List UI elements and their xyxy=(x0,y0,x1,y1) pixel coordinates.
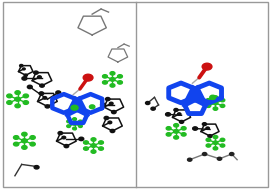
Circle shape xyxy=(43,97,47,99)
Circle shape xyxy=(58,132,63,135)
Circle shape xyxy=(38,76,41,78)
Circle shape xyxy=(34,71,38,74)
Circle shape xyxy=(166,133,171,136)
Circle shape xyxy=(105,98,110,101)
Circle shape xyxy=(213,147,218,150)
Circle shape xyxy=(202,123,207,125)
Circle shape xyxy=(202,153,207,156)
Circle shape xyxy=(110,72,115,75)
Circle shape xyxy=(99,147,104,150)
Circle shape xyxy=(79,120,82,123)
Circle shape xyxy=(213,101,218,105)
Circle shape xyxy=(30,136,35,139)
Circle shape xyxy=(220,144,225,147)
Circle shape xyxy=(34,166,39,169)
Circle shape xyxy=(7,101,12,104)
Circle shape xyxy=(181,127,186,130)
Circle shape xyxy=(210,95,216,99)
Circle shape xyxy=(22,146,27,149)
Circle shape xyxy=(22,132,27,136)
Circle shape xyxy=(104,116,109,120)
Circle shape xyxy=(15,97,21,101)
Circle shape xyxy=(102,75,107,78)
Circle shape xyxy=(15,104,20,108)
Circle shape xyxy=(174,136,179,139)
Circle shape xyxy=(202,63,212,70)
Circle shape xyxy=(112,111,116,114)
Circle shape xyxy=(110,129,115,132)
Circle shape xyxy=(151,107,155,110)
Circle shape xyxy=(110,77,115,81)
Circle shape xyxy=(206,99,211,102)
Circle shape xyxy=(79,125,82,128)
Circle shape xyxy=(213,107,218,110)
Circle shape xyxy=(79,137,84,141)
Circle shape xyxy=(206,104,211,107)
Circle shape xyxy=(178,113,181,115)
Circle shape xyxy=(166,127,171,130)
Circle shape xyxy=(22,77,27,80)
Circle shape xyxy=(174,124,179,127)
Circle shape xyxy=(71,105,78,110)
Circle shape xyxy=(217,157,222,160)
Circle shape xyxy=(64,145,69,148)
Circle shape xyxy=(83,141,88,144)
Circle shape xyxy=(213,136,218,139)
Circle shape xyxy=(7,94,12,98)
Circle shape xyxy=(83,74,93,81)
Circle shape xyxy=(91,144,96,147)
Circle shape xyxy=(208,135,212,138)
Circle shape xyxy=(67,125,70,128)
Circle shape xyxy=(220,138,225,141)
Circle shape xyxy=(89,105,95,109)
Circle shape xyxy=(166,113,170,116)
Circle shape xyxy=(15,91,20,94)
Circle shape xyxy=(193,127,198,130)
Circle shape xyxy=(45,105,50,108)
Circle shape xyxy=(91,150,96,153)
Circle shape xyxy=(67,120,70,123)
Circle shape xyxy=(62,136,66,139)
Circle shape xyxy=(22,68,25,70)
Circle shape xyxy=(14,142,19,146)
Circle shape xyxy=(83,147,88,150)
Circle shape xyxy=(146,101,150,105)
Circle shape xyxy=(188,158,192,161)
Circle shape xyxy=(27,85,32,89)
Circle shape xyxy=(91,138,96,141)
Circle shape xyxy=(73,127,76,130)
Circle shape xyxy=(56,91,61,94)
Circle shape xyxy=(40,84,44,87)
Circle shape xyxy=(30,142,35,146)
Circle shape xyxy=(220,104,225,107)
Circle shape xyxy=(39,92,44,95)
Circle shape xyxy=(179,120,184,123)
Circle shape xyxy=(22,139,27,143)
Circle shape xyxy=(73,118,76,120)
Circle shape xyxy=(14,136,19,139)
Circle shape xyxy=(173,129,179,133)
Circle shape xyxy=(206,138,211,141)
Circle shape xyxy=(73,122,77,125)
Circle shape xyxy=(23,101,28,104)
Circle shape xyxy=(99,141,104,144)
Circle shape xyxy=(213,96,218,99)
Circle shape xyxy=(23,94,28,98)
Circle shape xyxy=(24,74,27,76)
Circle shape xyxy=(181,133,186,136)
Circle shape xyxy=(206,144,211,147)
Circle shape xyxy=(118,81,122,84)
Circle shape xyxy=(230,153,234,156)
Circle shape xyxy=(220,99,225,102)
Circle shape xyxy=(213,141,218,144)
Circle shape xyxy=(206,127,209,129)
Circle shape xyxy=(20,64,23,67)
Circle shape xyxy=(174,108,178,111)
Circle shape xyxy=(118,75,122,78)
Circle shape xyxy=(109,102,113,105)
Circle shape xyxy=(108,121,112,124)
Circle shape xyxy=(101,103,105,107)
Circle shape xyxy=(110,84,115,87)
Circle shape xyxy=(102,81,107,84)
